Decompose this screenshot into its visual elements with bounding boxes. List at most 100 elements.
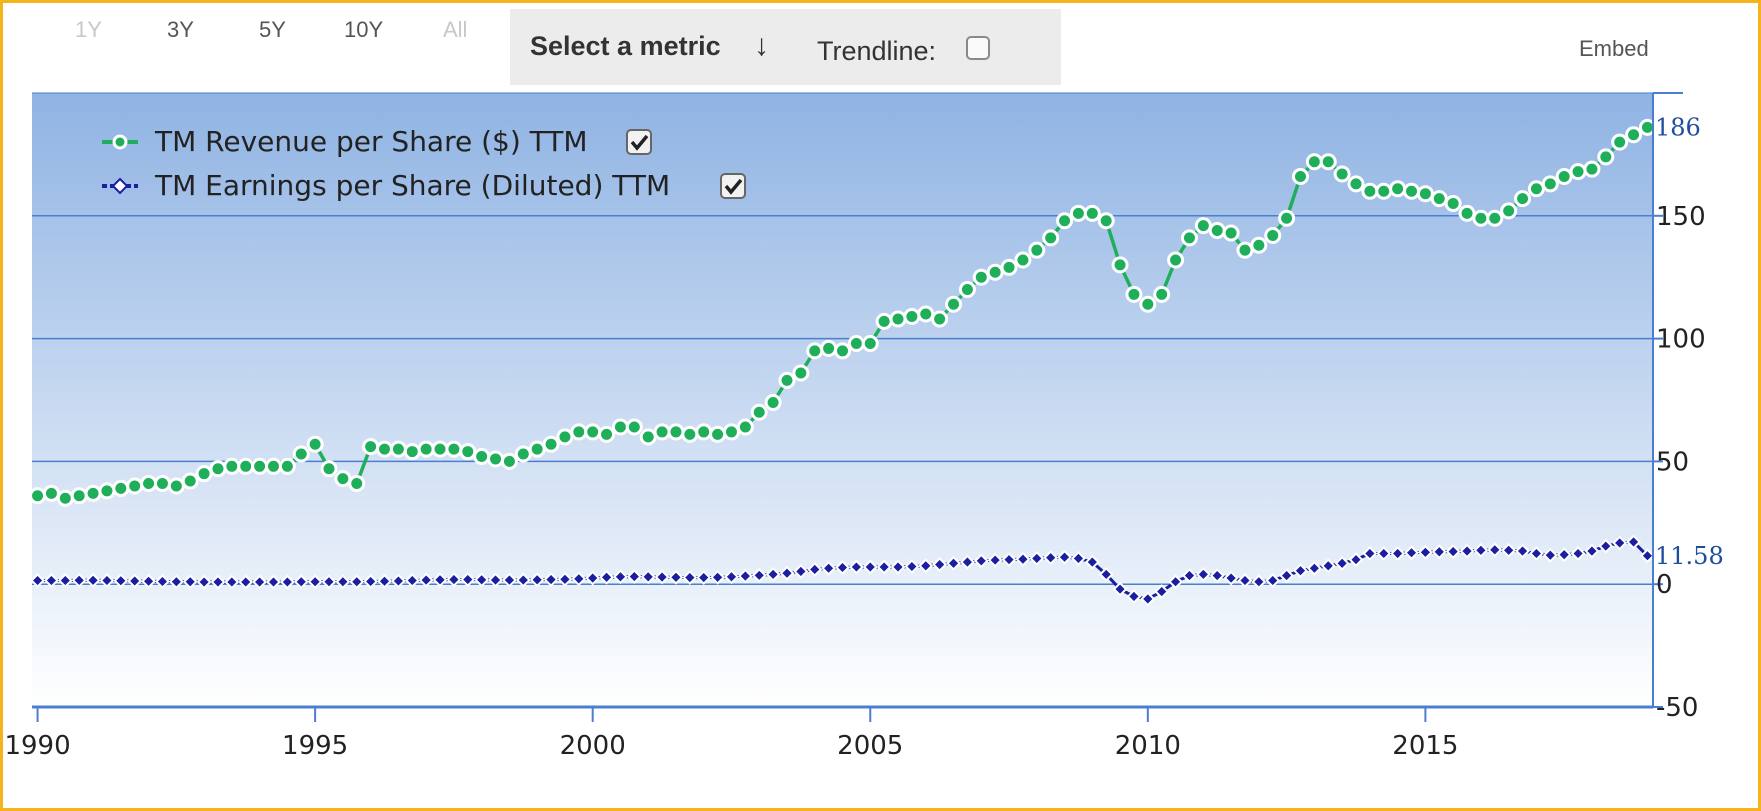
revenue-data-point bbox=[722, 423, 740, 441]
revenue-data-point bbox=[42, 484, 60, 502]
revenue-data-point bbox=[1305, 153, 1323, 171]
revenue-data-point bbox=[653, 423, 671, 441]
eps-data-point bbox=[30, 573, 45, 588]
eps-data-point bbox=[1515, 543, 1530, 559]
eps-data-point bbox=[987, 552, 1003, 568]
eps-data-point bbox=[1626, 534, 1641, 550]
eps-data-point bbox=[1612, 535, 1628, 551]
revenue-data-point bbox=[264, 457, 282, 475]
revenue-data-point bbox=[362, 438, 380, 456]
eps-data-point bbox=[765, 566, 781, 582]
revenue-data-point bbox=[56, 489, 74, 507]
eps-data-point bbox=[182, 574, 198, 590]
revenue-data-point bbox=[1389, 180, 1407, 198]
eps-data-point bbox=[973, 553, 989, 569]
eps-checkbox[interactable] bbox=[720, 173, 746, 199]
revenue-data-point bbox=[1097, 212, 1115, 230]
revenue-data-point bbox=[112, 479, 130, 497]
eps-data-point bbox=[585, 570, 601, 586]
range-5y-button[interactable]: 5Y bbox=[259, 17, 286, 42]
y-tick-label: 0 bbox=[1656, 570, 1673, 600]
eps-data-point bbox=[1015, 551, 1031, 567]
metric-toolbar: Select a metric ↓ Trendline: bbox=[510, 9, 1061, 85]
arrow-down-icon[interactable]: ↓ bbox=[754, 29, 769, 62]
revenue-data-point bbox=[459, 443, 477, 461]
eps-data-point bbox=[1473, 542, 1489, 558]
revenue-data-point bbox=[1291, 168, 1309, 186]
eps-data-point bbox=[835, 560, 850, 575]
select-metric-dropdown[interactable]: Select a metric bbox=[530, 31, 721, 61]
revenue-data-point bbox=[611, 418, 629, 436]
x-tick-label: 1995 bbox=[282, 731, 348, 761]
eps-data-point bbox=[751, 567, 767, 583]
range-all-button[interactable]: All bbox=[443, 17, 468, 42]
legend-label-revenue: TM Revenue per Share ($) TTM bbox=[154, 125, 588, 158]
eps-data-point bbox=[932, 557, 948, 572]
eps-data-point bbox=[626, 569, 642, 585]
revenue-data-point bbox=[820, 339, 838, 357]
eps-data-point bbox=[1154, 584, 1170, 599]
range-10y-button[interactable]: 10Y bbox=[344, 17, 384, 42]
eps-last-value-label: 11.58 bbox=[1655, 542, 1724, 570]
eps-data-point bbox=[488, 572, 503, 588]
eps-data-point bbox=[1459, 543, 1475, 559]
eps-data-point bbox=[266, 574, 281, 590]
revenue-data-point bbox=[1416, 185, 1434, 203]
range-3y-button[interactable]: 3Y bbox=[167, 17, 194, 42]
eps-data-point bbox=[1598, 538, 1614, 554]
y-tick-label: -50 bbox=[1656, 693, 1698, 723]
revenue-data-point bbox=[1250, 236, 1268, 254]
revenue-data-point bbox=[223, 457, 241, 475]
eps-data-point bbox=[862, 559, 878, 575]
eps-data-point bbox=[1362, 546, 1378, 561]
trendline-checkbox[interactable] bbox=[966, 36, 990, 60]
eps-data-point bbox=[1348, 552, 1364, 568]
range-1y-button[interactable]: 1Y bbox=[75, 17, 102, 42]
revenue-data-point bbox=[1125, 285, 1143, 303]
revenue-data-point bbox=[1333, 165, 1351, 183]
eps-data-point bbox=[807, 562, 823, 577]
revenue-data-point bbox=[334, 470, 352, 488]
eps-data-point bbox=[238, 574, 254, 590]
eps-data-point bbox=[210, 574, 226, 590]
revenue-data-point bbox=[98, 482, 116, 500]
eps-data-point bbox=[99, 573, 115, 588]
eps-data-point bbox=[446, 572, 462, 587]
revenue-data-point bbox=[1069, 204, 1087, 222]
revenue-data-point bbox=[195, 465, 213, 483]
revenue-data-point bbox=[834, 342, 851, 360]
trendline-label: Trendline: bbox=[817, 36, 937, 66]
revenue-data-point bbox=[986, 263, 1004, 281]
eps-data-point bbox=[1556, 547, 1572, 563]
eps-data-point bbox=[779, 565, 795, 581]
x-tick-label: 1990 bbox=[4, 731, 70, 761]
revenue-data-point bbox=[681, 425, 699, 443]
revenue-data-point bbox=[1347, 175, 1365, 193]
eps-data-point bbox=[1529, 546, 1544, 561]
revenue-data-point bbox=[376, 440, 394, 458]
revenue-data-point bbox=[278, 457, 296, 475]
legend-item-eps[interactable]: TM Earnings per Share (Diluted) TTM bbox=[102, 169, 746, 202]
eps-data-point bbox=[1404, 545, 1419, 561]
eps-data-point bbox=[918, 558, 934, 574]
y-tick-label: 150 bbox=[1656, 202, 1706, 232]
eps-data-point bbox=[1084, 554, 1100, 570]
legend-item-revenue[interactable]: TM Revenue per Share ($) TTM bbox=[102, 125, 652, 158]
eps-data-point bbox=[196, 574, 212, 590]
eps-data-point bbox=[557, 571, 573, 587]
eps-data-point bbox=[1112, 581, 1128, 597]
eps-data-point bbox=[1431, 544, 1447, 560]
eps-data-point bbox=[737, 568, 753, 584]
revenue-checkbox[interactable] bbox=[626, 129, 652, 155]
x-tick-label: 2005 bbox=[837, 731, 903, 761]
revenue-data-point bbox=[1014, 251, 1032, 269]
revenue-data-point bbox=[598, 425, 616, 443]
embed-link[interactable]: Embed bbox=[1579, 36, 1649, 61]
revenue-data-point bbox=[1514, 190, 1532, 208]
revenue-data-point bbox=[140, 475, 158, 493]
eps-data-point bbox=[793, 564, 809, 579]
revenue-data-point bbox=[348, 475, 366, 493]
revenue-data-point bbox=[889, 310, 907, 328]
revenue-data-point bbox=[1458, 204, 1476, 222]
eps-data-point bbox=[141, 573, 156, 589]
